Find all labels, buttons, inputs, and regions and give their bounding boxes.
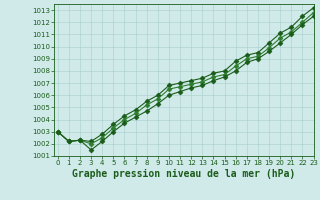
X-axis label: Graphe pression niveau de la mer (hPa): Graphe pression niveau de la mer (hPa)	[72, 169, 296, 179]
